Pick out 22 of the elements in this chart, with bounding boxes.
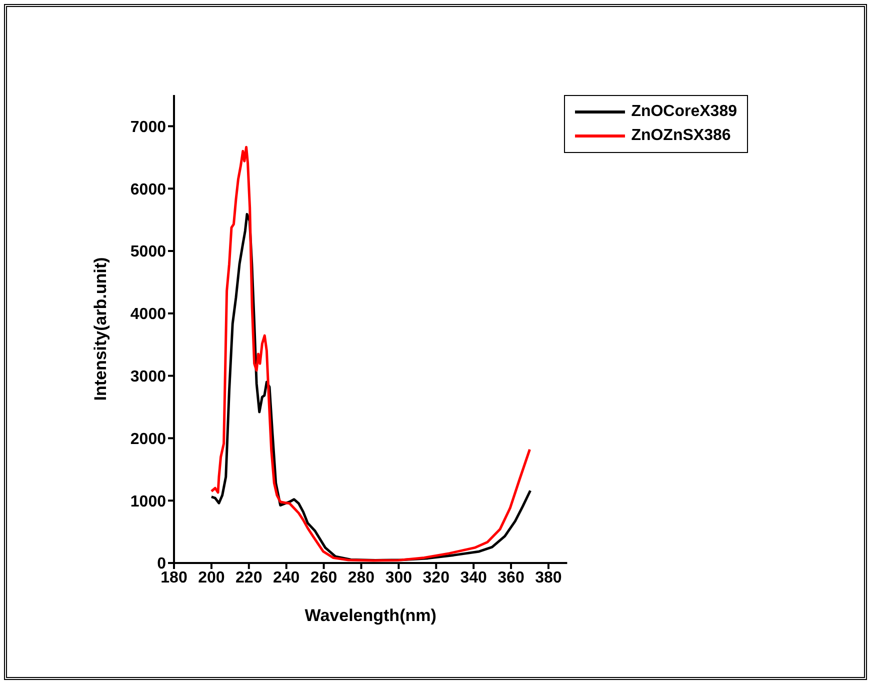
x-tick-label: 360 <box>498 569 524 586</box>
x-tick-label: 220 <box>236 569 262 586</box>
y-tick-label: 6000 <box>130 181 166 198</box>
y-tick-label: 2000 <box>130 430 166 448</box>
x-tick-label: 200 <box>198 569 225 586</box>
x-tick-label: 300 <box>385 569 412 586</box>
legend-label: ZnOZnSX386 <box>631 126 731 146</box>
y-tick-label: 7000 <box>130 118 166 136</box>
y-tick-label: 1000 <box>130 493 166 510</box>
x-tick-label: 280 <box>348 569 375 586</box>
x-tick-label: 260 <box>310 569 338 586</box>
line-series <box>210 146 531 562</box>
y-tick-label: 4000 <box>130 306 166 324</box>
x-axis-title: Wavelength(nm) <box>304 606 436 625</box>
y-tick-label: 5000 <box>130 244 166 261</box>
x-tick-label: 340 <box>460 569 488 586</box>
y-tick-label: 3000 <box>130 368 166 386</box>
x-tick-label: 320 <box>422 569 450 586</box>
y-axis-title: Intensity(arb.unit) <box>91 257 110 401</box>
legend-label: ZnOCoreX389 <box>631 102 737 122</box>
x-tick-label: 240 <box>272 569 300 586</box>
x-tick-label: 380 <box>535 569 562 586</box>
